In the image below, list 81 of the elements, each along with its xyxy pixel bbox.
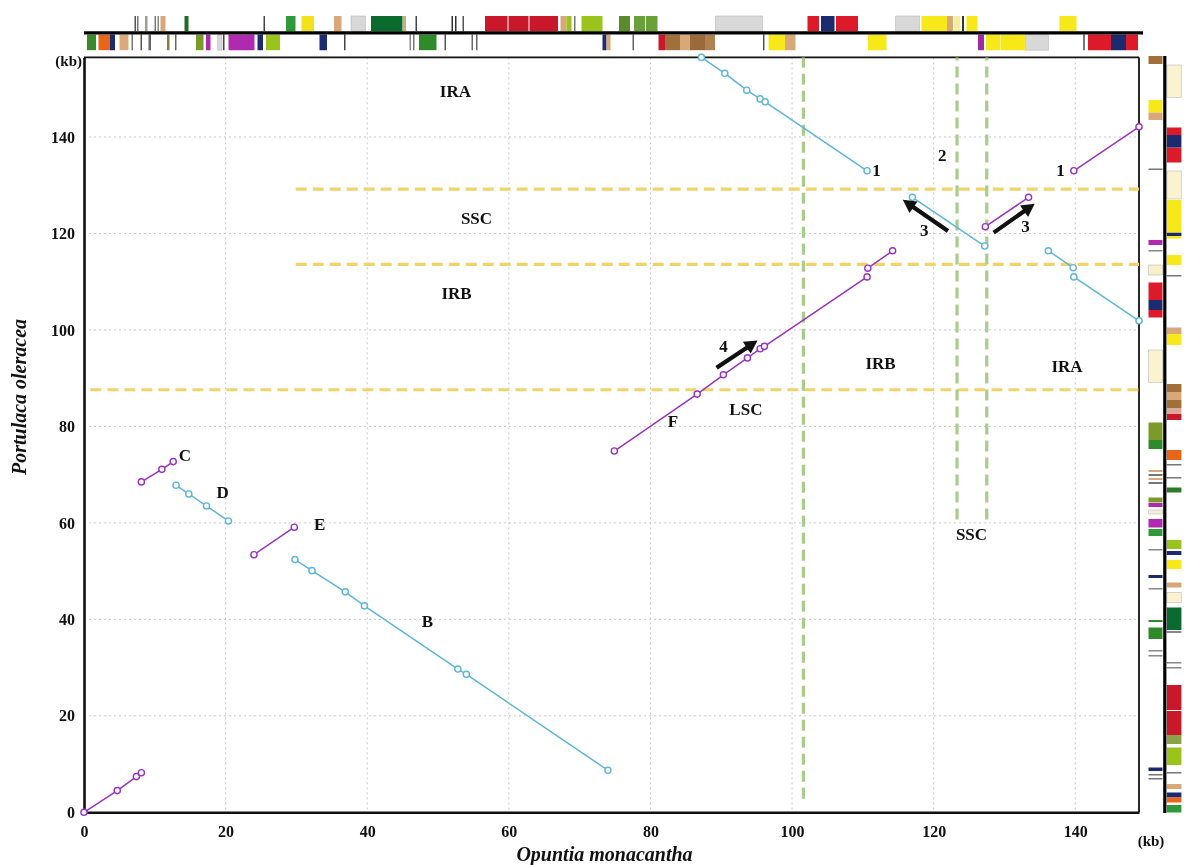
point xyxy=(113,786,122,795)
point xyxy=(1135,123,1143,131)
y-tick-label: 60 xyxy=(59,514,75,532)
annotation: 1 xyxy=(872,161,881,181)
point xyxy=(169,457,177,466)
annotation: IRB xyxy=(441,284,472,304)
point xyxy=(360,602,369,610)
point xyxy=(308,566,316,575)
annotation: SSC xyxy=(955,524,988,544)
point xyxy=(697,53,706,62)
y-tick-label: 80 xyxy=(59,418,75,436)
point xyxy=(761,97,769,106)
point xyxy=(341,588,350,596)
point xyxy=(610,447,619,455)
point xyxy=(137,478,146,486)
point xyxy=(224,517,233,525)
point xyxy=(1070,273,1078,281)
annotation: C xyxy=(178,445,192,465)
annotation: 1 xyxy=(1056,161,1065,181)
annotation: 4 xyxy=(719,336,729,356)
point xyxy=(172,481,180,490)
point xyxy=(760,342,769,351)
point xyxy=(202,502,211,510)
x-tick-label: 80 xyxy=(642,822,659,840)
y-tick-label: 40 xyxy=(59,610,75,628)
point xyxy=(981,222,990,231)
annotation: E xyxy=(313,515,326,534)
x-tick-label: 100 xyxy=(780,822,805,840)
annotation: SSC xyxy=(460,209,493,229)
point xyxy=(743,354,752,362)
point xyxy=(250,550,258,559)
x-tick-label: 40 xyxy=(359,822,376,840)
x-tick-label: 120 xyxy=(922,822,947,840)
annotation: 2 xyxy=(937,145,947,165)
point xyxy=(1135,316,1143,325)
x-tick-label: 140 xyxy=(1063,822,1088,840)
point xyxy=(604,766,612,775)
point xyxy=(1024,193,1033,202)
point xyxy=(693,390,701,398)
point xyxy=(1069,263,1077,272)
point xyxy=(1044,247,1053,255)
point xyxy=(185,490,193,498)
y-tick-label: 0 xyxy=(67,803,75,821)
y-axis-title: Portulaca oleracea xyxy=(8,318,30,477)
annotation: 3 xyxy=(1021,216,1030,236)
text: (kb) xyxy=(1137,833,1165,850)
annotation: F xyxy=(667,411,679,431)
y-tick-label: 140 xyxy=(51,128,75,146)
point xyxy=(1070,166,1078,175)
annotation: D xyxy=(216,483,229,503)
x-tick-label: 20 xyxy=(218,822,235,840)
x-tick-label: 0 xyxy=(80,822,89,840)
point xyxy=(290,523,299,532)
x-axis-title: Opuntia monacantha xyxy=(516,843,693,865)
point xyxy=(980,242,989,250)
point xyxy=(158,465,166,474)
y-tick-label: 120 xyxy=(51,225,75,243)
y-tick-label: 100 xyxy=(51,321,75,339)
point xyxy=(908,193,917,202)
annotation: IRA xyxy=(439,81,472,101)
point xyxy=(888,247,897,255)
y-tick-label: 20 xyxy=(59,707,75,725)
point xyxy=(864,264,872,272)
annotation: IRA xyxy=(1051,356,1084,376)
annotation: IRB xyxy=(865,354,896,374)
point xyxy=(863,273,871,281)
point xyxy=(80,808,88,817)
x-tick-label: 60 xyxy=(501,822,518,840)
point xyxy=(863,166,871,175)
point xyxy=(719,371,728,379)
point xyxy=(137,768,146,777)
text: (kb) xyxy=(55,53,82,70)
point xyxy=(721,69,729,78)
annotation: 3 xyxy=(920,220,929,240)
point xyxy=(742,86,751,94)
point xyxy=(132,772,141,781)
point xyxy=(462,670,471,679)
point xyxy=(454,665,462,673)
annotation: LSC xyxy=(729,400,763,420)
point xyxy=(291,555,299,564)
annotation: B xyxy=(421,612,434,632)
